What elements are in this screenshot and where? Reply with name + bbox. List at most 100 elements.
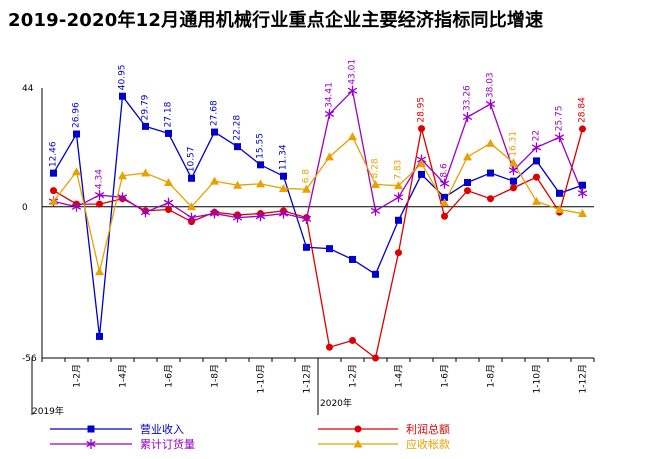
marker-star: [531, 142, 542, 153]
marker-star-stroke: [508, 167, 519, 174]
marker-triangle: [256, 179, 265, 188]
data-label: 28.84: [578, 97, 588, 123]
data-label: 10.57: [187, 146, 197, 172]
data-label: 15.55: [256, 133, 266, 159]
marker-triangle: [509, 158, 518, 167]
marker-triangle: [555, 205, 564, 213]
marker-star: [554, 132, 565, 143]
marker-triangle: [440, 198, 449, 207]
marker-star: [209, 208, 220, 219]
marker-star-stroke: [485, 101, 496, 108]
marker-triangle: [49, 196, 58, 205]
marker-star: [255, 211, 266, 222]
marker-dot: [96, 200, 103, 208]
marker-star-stroke: [301, 215, 312, 223]
marker-dot: [50, 187, 57, 195]
marker-star-stroke: [393, 194, 404, 201]
legend-item: 营业收入: [50, 422, 184, 436]
marker-square: [395, 216, 402, 224]
marker-star: [117, 192, 128, 203]
marker-square: [303, 243, 310, 251]
legend-label: 应收帐款: [406, 437, 450, 451]
marker-square: [50, 169, 57, 177]
marker-star-stroke: [554, 134, 565, 141]
marker-star: [577, 188, 588, 199]
marker-star-stroke: [577, 190, 588, 197]
marker-star: [347, 85, 358, 96]
marker-star: [439, 178, 450, 189]
marker-dot: [165, 206, 172, 213]
marker-triangle: [164, 178, 173, 186]
marker-star-stroke: [209, 210, 220, 217]
x-tick-label: 1-8月: [486, 364, 497, 388]
marker-star: [485, 99, 496, 110]
legend-item: 累计订货量: [50, 437, 195, 451]
y-tick-label: 44: [22, 84, 34, 94]
marker-star-stroke: [347, 87, 358, 94]
y-tick-label: -56: [22, 354, 37, 364]
marker-dot: [372, 354, 379, 362]
marker-star-stroke: [71, 203, 82, 210]
marker-star: [94, 190, 105, 201]
marker-square: [418, 170, 425, 178]
marker-dot: [349, 336, 356, 344]
data-label: 12.46: [49, 141, 59, 167]
data-label: 4.34: [95, 169, 105, 189]
marker-square: [533, 157, 540, 165]
marker-triangle: [141, 168, 150, 177]
chart-title: 2019-2020年12月通用机械行业重点企业主要经济指标同比增速: [8, 10, 544, 31]
series-markers: [48, 85, 588, 362]
marker-star: [278, 208, 289, 219]
marker-star-stroke: [140, 209, 151, 216]
data-label: 33.26: [463, 85, 473, 111]
x-tick-label: 1-2月: [72, 364, 83, 388]
data-label: 11.34: [279, 144, 289, 170]
data-label: 43.01: [348, 59, 358, 85]
marker-square: [87, 425, 95, 433]
marker-dot: [441, 212, 448, 220]
marker-dot: [510, 184, 517, 192]
marker-square: [579, 181, 586, 189]
marker-square: [257, 161, 264, 169]
marker-triangle: [233, 180, 242, 189]
data-label: 27.18: [164, 101, 174, 127]
marker-dot: [354, 425, 362, 433]
marker-triangle: [210, 176, 219, 185]
marker-star-stroke: [324, 110, 335, 117]
marker-square: [326, 245, 333, 253]
data-label: 38.03: [486, 72, 496, 98]
marker-triangle: [578, 209, 587, 218]
series-line: [52, 94, 583, 337]
x-tick-label: 1-6月: [440, 364, 451, 388]
data-label: 16.31: [509, 131, 519, 157]
marker-square: [211, 128, 218, 136]
marker-square: [234, 143, 241, 151]
marker-square: [487, 169, 494, 177]
year-label: 2019年: [32, 405, 64, 417]
data-label: 7.83: [394, 160, 404, 180]
marker-square: [372, 270, 379, 278]
marker-star-stroke: [86, 440, 96, 448]
marker-square: [441, 193, 448, 201]
y-tick-label: 0: [22, 203, 28, 213]
marker-square: [349, 255, 356, 263]
marker-square: [165, 129, 172, 137]
marker-triangle: [187, 202, 196, 211]
data-labels: 12.46 26.96 40.95 29.79 27.18 10.57 27.68 22.28…: [49, 59, 588, 189]
marker-star-stroke: [531, 144, 542, 151]
marker-dot: [533, 173, 540, 181]
data-label: 25.75: [555, 106, 565, 132]
marker-star-stroke: [462, 113, 473, 121]
data-label: 8.28: [371, 158, 381, 178]
marker-dot: [395, 249, 402, 257]
marker-star-stroke: [278, 210, 289, 217]
marker-dot: [326, 343, 333, 351]
marker-star: [462, 111, 473, 122]
data-label: 22.28: [233, 115, 243, 141]
marker-star: [370, 205, 381, 216]
legend-label: 利润总额: [406, 422, 450, 436]
x-tick-label: 1-12月: [302, 364, 313, 393]
marker-square: [119, 92, 126, 100]
marker-triangle: [353, 439, 363, 448]
